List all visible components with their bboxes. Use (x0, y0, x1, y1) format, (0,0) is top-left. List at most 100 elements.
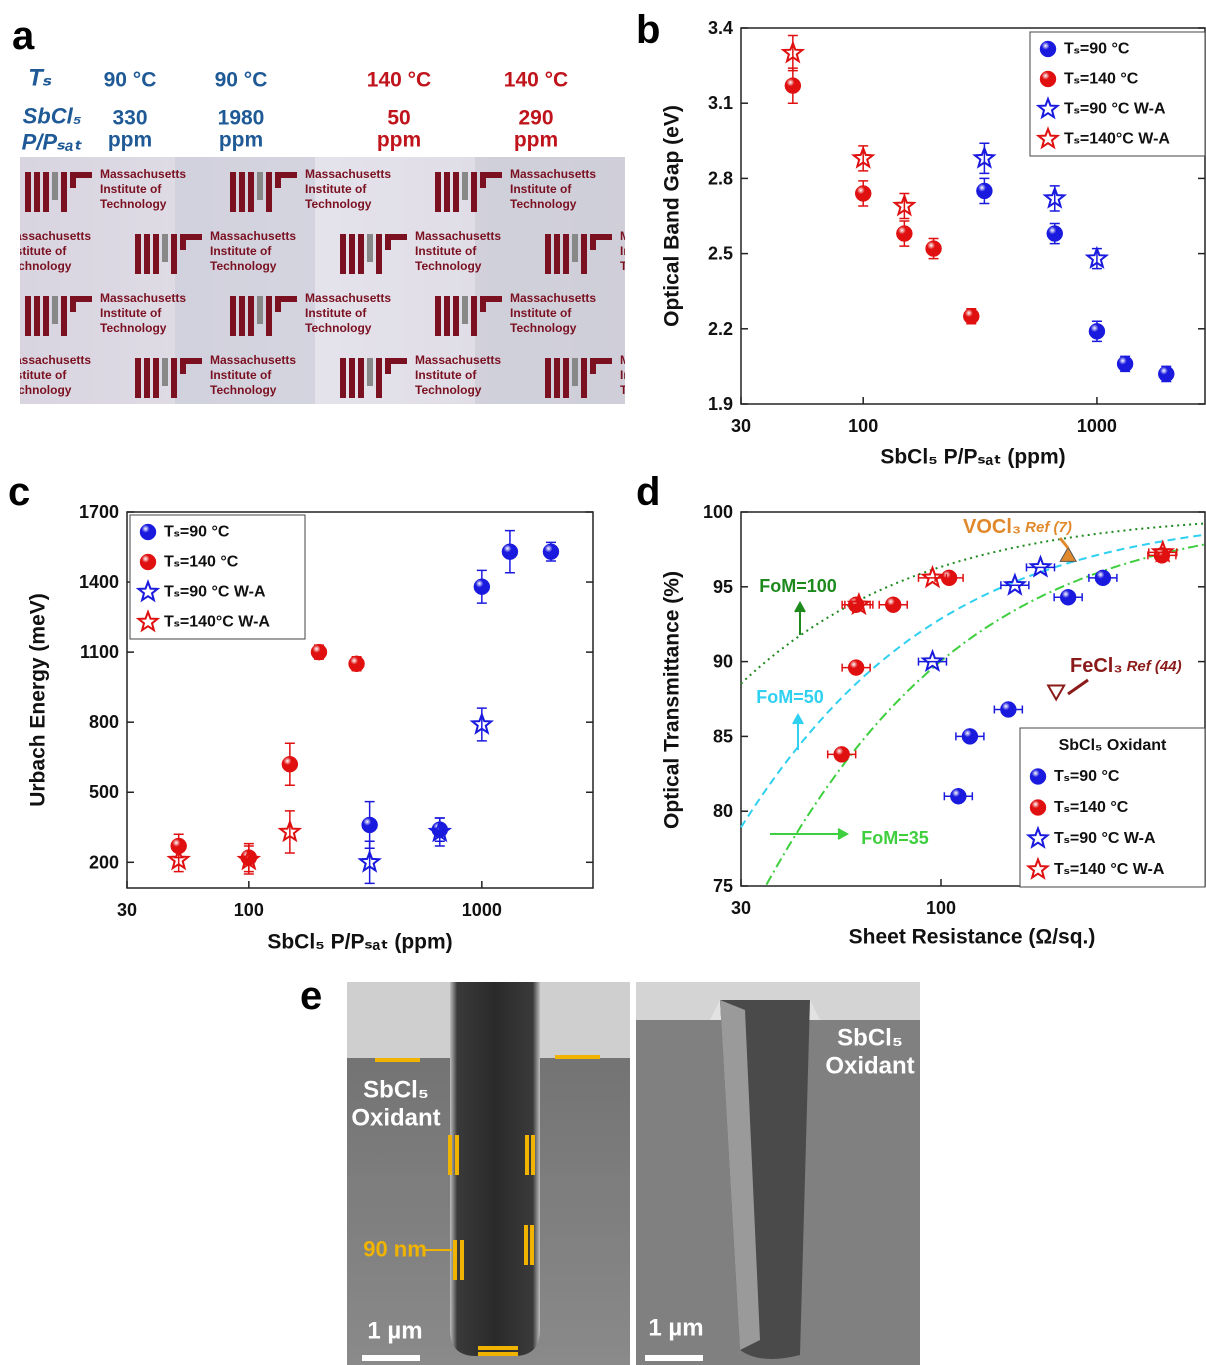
logo-bar (239, 296, 245, 336)
logo-text: Institute of (510, 182, 572, 196)
logo-text: Technology (620, 259, 687, 273)
logo-bar (61, 172, 67, 212)
marker (1116, 355, 1134, 373)
marker (1088, 323, 1106, 340)
logo-bar (572, 358, 578, 386)
legend-label: Tₛ=90 °C (164, 524, 230, 541)
panel-label: b (636, 8, 660, 52)
logo-bar (581, 358, 587, 398)
fom-arrow (792, 712, 804, 725)
marker (166, 847, 191, 871)
logo-bar (376, 234, 382, 274)
logo-text: Massachusetts (305, 291, 391, 305)
x-error-bar (1000, 581, 1030, 590)
logo-bar (25, 172, 31, 212)
logo-text: Technology (510, 321, 577, 335)
logo-bar (358, 234, 364, 274)
row-label: P/Pₛₐₜ (22, 130, 83, 155)
logo-bar (480, 296, 486, 312)
logo-text: Technology (415, 383, 482, 397)
panel-label: c (8, 470, 30, 514)
legend-box (129, 514, 306, 640)
y-axis-label: Optical Transmittance (%) (661, 571, 684, 829)
logo-bar (545, 358, 551, 398)
marker (281, 755, 299, 773)
logo-text: Technology (210, 383, 277, 397)
reference-name: VOCl₃ (963, 516, 1021, 538)
logo-text: Institute of (100, 306, 162, 320)
y-tick-label: 3.1 (708, 93, 733, 113)
logo-text: Massachusetts (510, 291, 596, 305)
fom-label: FoM=35 (861, 828, 929, 848)
logo-bar (590, 358, 612, 364)
legend-label: Tₛ=140 °C (1054, 799, 1129, 816)
marker (961, 728, 979, 745)
logo-bar (367, 358, 373, 386)
legend-title: SbCl₅ Oxidant (1059, 737, 1167, 754)
logo-text: Massachusetts (415, 353, 501, 367)
row-label: SbCl₅ (23, 104, 82, 129)
marker (847, 659, 865, 676)
logo-bar (572, 234, 578, 262)
logo-bar (349, 234, 355, 274)
y-tick-label: 800 (89, 712, 119, 732)
logo-bar (257, 172, 263, 200)
legend-label: Tₛ=140 °C W-A (1054, 861, 1165, 878)
logo-bar (685, 172, 707, 178)
logo-text: Technology (5, 259, 72, 273)
marker (348, 655, 365, 673)
logo-text: Technology (305, 197, 372, 211)
marker (236, 847, 262, 871)
marker (972, 145, 997, 169)
logo-text: Massachusetts (715, 291, 801, 305)
logo-bar (248, 296, 254, 336)
logo-text: Institute of (305, 306, 367, 320)
logo-text: Technology (715, 197, 782, 211)
logo-text: Massachusetts (210, 353, 296, 367)
logo-text: Massachusetts (210, 229, 296, 243)
logo-bar (349, 358, 355, 398)
fom-arrow (837, 828, 850, 840)
marker (884, 596, 902, 614)
marker (1158, 365, 1175, 383)
plot-frame (126, 511, 594, 889)
marker (469, 711, 495, 735)
logo-bar (640, 296, 646, 336)
y-axis-label: Optical Band Gap (eV) (661, 105, 684, 327)
logo-bar (275, 296, 297, 302)
marker (427, 819, 453, 843)
y-tick-label: 95 (713, 577, 733, 597)
legend-label: Tₛ=90 °C W-A (1064, 101, 1166, 118)
logo-bar (135, 358, 141, 398)
thickness-marks (375, 1055, 600, 1356)
logo-text: Technology (620, 383, 687, 397)
marker (1000, 701, 1017, 718)
logo-bar (239, 172, 245, 212)
y-tick-label: 1400 (79, 572, 119, 592)
logo-bar (471, 172, 477, 212)
x-tick-label: 100 (234, 900, 264, 920)
logo-bar (590, 234, 596, 250)
logo-bar (554, 234, 560, 274)
x-error-bar (1025, 563, 1056, 572)
legend-label: Tₛ=90 °C (1054, 768, 1120, 785)
logo-bar (230, 296, 236, 336)
column-concentration: 290 (518, 107, 553, 130)
logo-bar (257, 296, 263, 324)
logo-bar (171, 358, 177, 398)
logo-bar (435, 172, 441, 212)
trench (450, 982, 540, 1356)
logo-bar (144, 358, 150, 398)
scale-bar (362, 1355, 420, 1361)
marker (361, 816, 378, 834)
logo-text: Massachusetts (620, 229, 706, 243)
reference-label: FeCl₃ Ref (44) (1070, 655, 1182, 677)
x-tick-label: 1000 (1077, 416, 1117, 436)
logo-bar (590, 358, 596, 374)
logo-bar (358, 358, 364, 398)
logo-text: Massachusetts (5, 353, 91, 367)
legend-marker (1035, 96, 1061, 120)
marker (925, 240, 942, 257)
reference-citation: Ref (7) (1025, 519, 1072, 536)
